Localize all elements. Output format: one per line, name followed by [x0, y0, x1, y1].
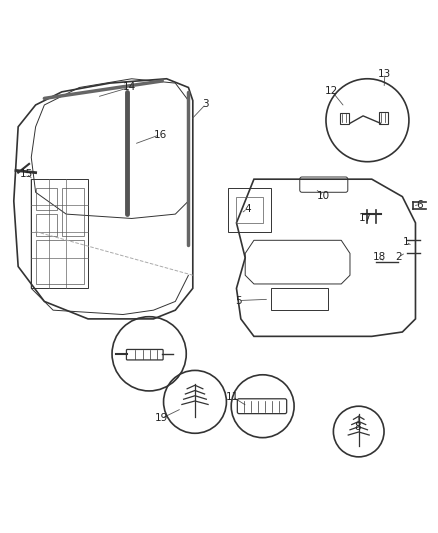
Text: 1: 1 — [403, 237, 409, 247]
Text: 13: 13 — [378, 69, 392, 78]
Text: 17: 17 — [359, 213, 372, 223]
Text: 6: 6 — [417, 199, 423, 209]
Text: 8: 8 — [354, 422, 361, 432]
Text: 12: 12 — [325, 86, 338, 96]
Text: 18: 18 — [373, 252, 386, 262]
Text: 3: 3 — [203, 99, 209, 109]
Text: 16: 16 — [153, 130, 167, 140]
Text: 15: 15 — [19, 169, 33, 179]
Text: 11: 11 — [226, 392, 239, 401]
Text: 2: 2 — [396, 252, 402, 262]
Text: 19: 19 — [155, 414, 168, 423]
Text: 4: 4 — [244, 204, 251, 214]
Text: 14: 14 — [123, 83, 136, 93]
Text: 10: 10 — [317, 191, 330, 201]
Text: 5: 5 — [235, 296, 242, 305]
